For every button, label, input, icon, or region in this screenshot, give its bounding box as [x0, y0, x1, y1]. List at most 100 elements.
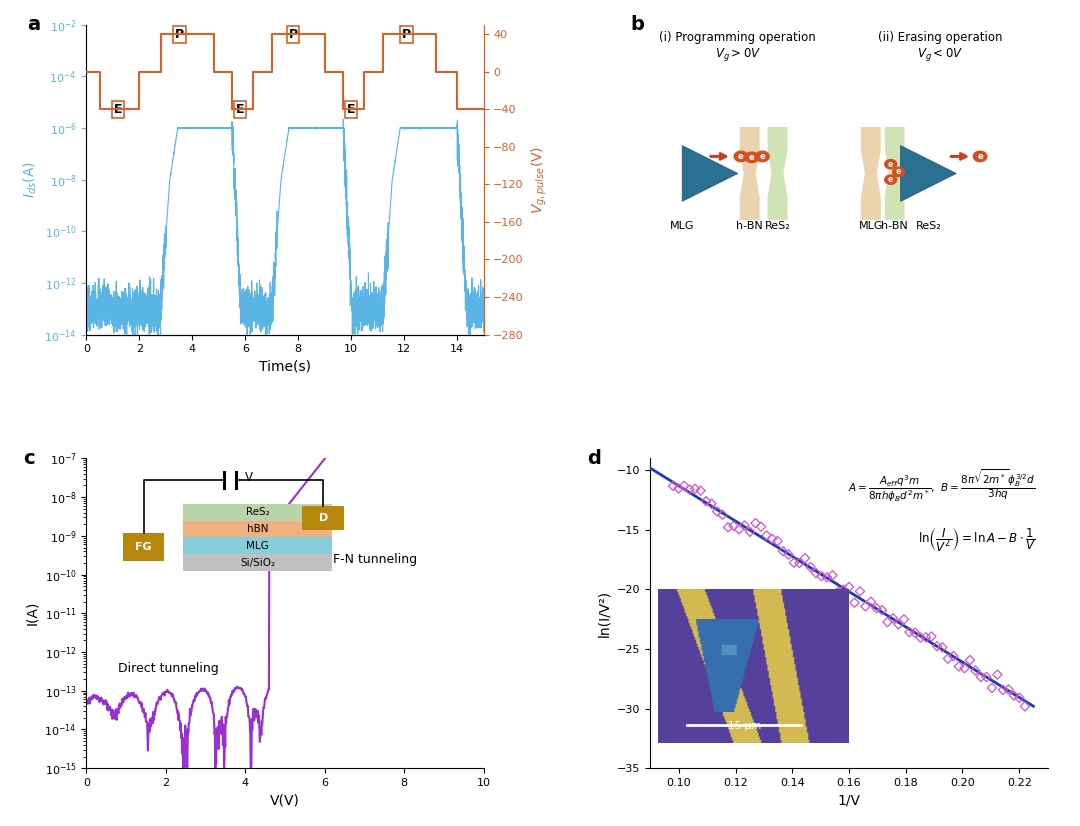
Text: e: e — [748, 153, 755, 162]
Text: (i) Programming operation: (i) Programming operation — [660, 31, 816, 44]
Point — [664, 479, 681, 492]
Point — [1016, 700, 1034, 713]
Point — [819, 571, 836, 584]
Text: $V_g>0V$: $V_g>0V$ — [715, 46, 761, 64]
Point — [747, 516, 765, 529]
Text: $\ln\!\left(\dfrac{I}{V^2}\right)=\ln A-B\cdot\dfrac{1}{V}$: $\ln\!\left(\dfrac{I}{V^2}\right)=\ln A-… — [918, 527, 1036, 554]
Point — [824, 568, 841, 582]
Point — [956, 662, 973, 675]
Point — [895, 613, 913, 626]
Text: P: P — [402, 27, 411, 40]
Point — [890, 618, 907, 631]
Polygon shape — [740, 127, 759, 220]
Circle shape — [745, 152, 758, 163]
Circle shape — [973, 151, 987, 162]
Point — [681, 483, 699, 496]
Text: ReS₂: ReS₂ — [765, 221, 791, 231]
Point — [995, 683, 1012, 696]
Point — [846, 596, 863, 610]
X-axis label: V(V): V(V) — [270, 794, 300, 808]
Point — [879, 615, 896, 629]
Point — [769, 534, 786, 548]
Text: E: E — [347, 102, 355, 116]
Point — [675, 479, 692, 492]
Y-axis label: I(A): I(A) — [25, 601, 39, 625]
Circle shape — [885, 159, 896, 169]
X-axis label: 1/V: 1/V — [837, 794, 861, 808]
Point — [698, 495, 715, 508]
Point — [929, 639, 946, 653]
Point — [1011, 691, 1028, 705]
Point — [813, 570, 831, 583]
Point — [977, 671, 995, 684]
Text: MLG: MLG — [859, 221, 883, 231]
Text: P: P — [175, 27, 184, 40]
Point — [912, 631, 929, 644]
Point — [940, 652, 957, 665]
Point — [851, 585, 868, 598]
Y-axis label: ln(I/V²): ln(I/V²) — [597, 590, 611, 637]
Point — [874, 604, 891, 617]
Point — [945, 649, 962, 662]
Point — [901, 625, 918, 638]
Text: P: P — [288, 27, 297, 40]
Point — [687, 482, 704, 496]
Text: e: e — [888, 159, 893, 169]
Point — [670, 482, 687, 495]
Point — [791, 557, 808, 570]
Text: c: c — [23, 449, 35, 468]
Point — [840, 581, 858, 594]
Circle shape — [734, 151, 747, 162]
Point — [934, 641, 951, 654]
Point — [856, 600, 874, 613]
Point — [796, 552, 813, 565]
Point — [835, 583, 852, 596]
Point — [692, 484, 710, 497]
Circle shape — [893, 167, 905, 177]
Text: MLG: MLG — [670, 221, 694, 231]
Point — [703, 497, 720, 510]
Text: e: e — [738, 152, 744, 161]
Text: h-BN: h-BN — [881, 221, 908, 231]
Text: ReS₂: ReS₂ — [916, 221, 942, 231]
Point — [785, 556, 802, 569]
Point — [972, 671, 989, 684]
Point — [983, 681, 1000, 695]
Circle shape — [756, 151, 769, 162]
Point — [961, 653, 978, 667]
Text: d: d — [586, 449, 600, 468]
Polygon shape — [861, 127, 881, 220]
Point — [730, 523, 747, 536]
Point — [1000, 683, 1017, 696]
Text: a: a — [27, 16, 40, 35]
Point — [719, 520, 737, 534]
Point — [989, 668, 1007, 681]
Point — [725, 520, 742, 533]
Point — [1005, 689, 1023, 702]
Point — [742, 525, 759, 539]
Point — [906, 626, 923, 639]
Text: $V_g<0V$: $V_g<0V$ — [917, 46, 963, 64]
Circle shape — [885, 175, 896, 184]
Point — [829, 585, 847, 598]
Text: e: e — [896, 168, 902, 177]
Point — [714, 508, 731, 521]
Text: (ii) Erasing operation: (ii) Erasing operation — [878, 31, 1002, 44]
Text: E: E — [113, 102, 122, 116]
Point — [917, 631, 934, 644]
Text: e: e — [977, 152, 983, 161]
Point — [780, 548, 797, 561]
Y-axis label: $V_{g,pulse}$(V): $V_{g,pulse}$(V) — [529, 145, 549, 214]
Text: e: e — [759, 152, 766, 161]
Point — [753, 520, 770, 534]
Text: F-N tunneling: F-N tunneling — [333, 553, 417, 566]
Point — [708, 505, 726, 518]
Text: b: b — [631, 16, 645, 35]
Point — [735, 519, 753, 532]
Text: $A=\dfrac{A_{eff}q^3m}{8\pi h\phi_B d^2 m^*}$,  $B=\dfrac{8\pi\sqrt{2m^*}\phi_B^: $A=\dfrac{A_{eff}q^3m}{8\pi h\phi_B d^2 … — [848, 468, 1036, 505]
Polygon shape — [768, 127, 787, 220]
Point — [885, 612, 902, 625]
Text: h-BN: h-BN — [737, 221, 764, 231]
Point — [808, 567, 825, 580]
Point — [774, 544, 792, 558]
